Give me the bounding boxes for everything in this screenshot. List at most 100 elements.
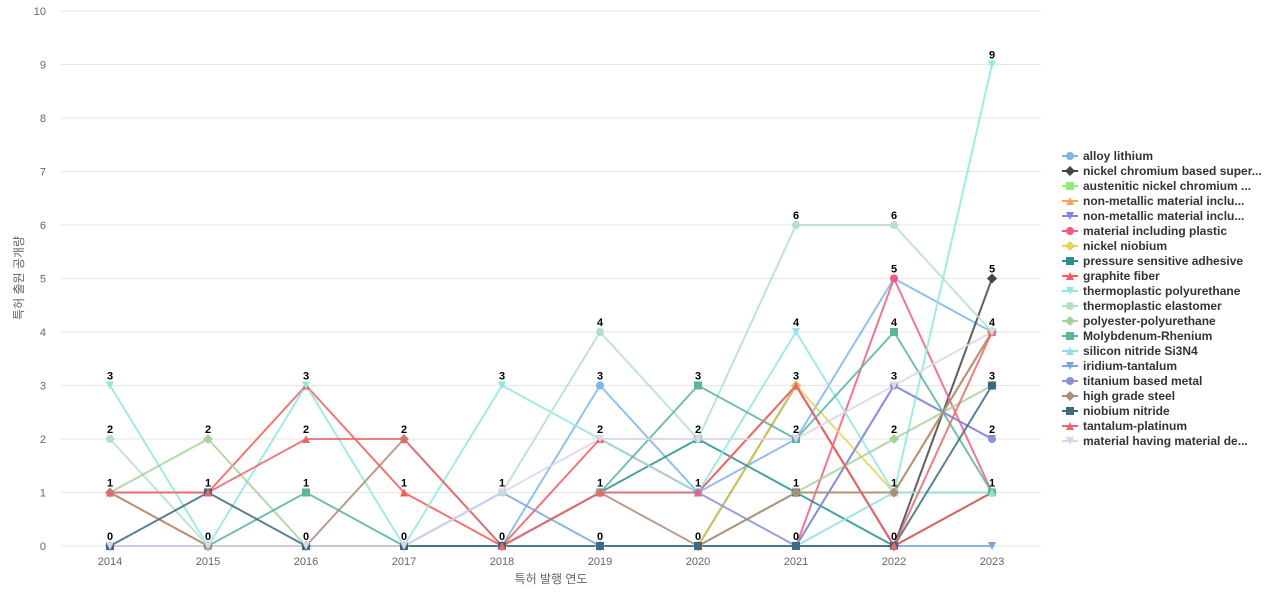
legend-item[interactable]: alloy lithium [1062, 149, 1153, 163]
data-point [204, 488, 212, 497]
data-label: 4 [891, 317, 898, 329]
data-point [791, 487, 801, 498]
legend-label: thermoplastic elastomer [1083, 299, 1222, 313]
legend-item[interactable]: thermoplastic elastomer [1062, 299, 1222, 313]
legend-item[interactable]: non-metallic material inclu... [1062, 209, 1244, 223]
legend-item[interactable]: pressure sensitive adhesive [1062, 254, 1243, 268]
data-label: 0 [597, 531, 603, 543]
legend-label: thermoplastic polyurethane [1083, 284, 1241, 298]
data-point [596, 542, 604, 550]
data-label: 3 [597, 371, 603, 383]
legend-item[interactable]: silicon nitride Si3N4 [1062, 344, 1198, 358]
data-point [988, 60, 996, 69]
legend-label: non-metallic material inclu... [1083, 194, 1244, 208]
legend-item[interactable]: niobium nitride [1062, 404, 1170, 418]
data-point [988, 488, 996, 497]
y-axis-ticks: 0 1 2 3 4 5 6 7 8 9 10 [34, 6, 46, 553]
y-tick-label: 0 [40, 541, 46, 553]
y-tick-label: 9 [40, 60, 46, 72]
data-point [302, 381, 310, 390]
legend-item[interactable]: material having material de... [1062, 434, 1248, 448]
data-label: 6 [891, 210, 897, 222]
legend-item[interactable]: graphite fiber [1062, 269, 1160, 283]
data-point [498, 488, 506, 497]
data-label: 1 [989, 478, 995, 490]
data-point [1066, 227, 1074, 235]
legend-item[interactable]: austenitic nickel chromium ... [1062, 179, 1251, 193]
x-tick-label: 2017 [392, 556, 416, 568]
data-point [106, 435, 114, 443]
data-point [792, 221, 800, 229]
legend-item[interactable]: Molybdenum-Rhenium [1062, 329, 1212, 343]
data-point [106, 542, 114, 550]
y-tick-label: 3 [40, 381, 46, 393]
data-point [596, 488, 604, 497]
data-label: 1 [891, 478, 897, 490]
legend-item[interactable]: thermoplastic polyurethane [1062, 284, 1241, 298]
legend-item[interactable]: material including plastic [1062, 224, 1227, 238]
data-point [1066, 407, 1074, 415]
data-label: 1 [107, 478, 113, 490]
x-tick-label: 2019 [588, 556, 612, 568]
data-point [988, 435, 996, 443]
data-point [1066, 182, 1074, 190]
data-point [1066, 377, 1074, 385]
legend-label: Molybdenum-Rhenium [1083, 329, 1212, 343]
data-point [1066, 257, 1074, 265]
data-label: 5 [989, 264, 995, 276]
y-tick-label: 7 [40, 167, 46, 179]
data-label: 0 [107, 531, 113, 543]
legend-label: nickel chromium based super... [1083, 164, 1262, 178]
legend-item[interactable]: high grade steel [1062, 389, 1175, 403]
data-label: 4 [793, 317, 800, 329]
series-markers [105, 60, 997, 551]
legend-item[interactable]: nickel chromium based super... [1062, 164, 1262, 178]
data-point [1065, 316, 1075, 326]
x-tick-label: 2015 [196, 556, 220, 568]
data-point [204, 542, 212, 550]
data-point [1066, 332, 1074, 340]
legend-label: silicon nitride Si3N4 [1083, 344, 1198, 358]
data-label: 1 [205, 478, 211, 490]
data-label: 0 [891, 531, 897, 543]
data-point [106, 381, 114, 390]
legend-label: high grade steel [1083, 389, 1175, 403]
data-point [1066, 197, 1074, 205]
y-tick-label: 10 [34, 6, 46, 18]
legend-item[interactable]: polyester-polyurethane [1062, 314, 1216, 328]
legend-item[interactable]: titanium based metal [1062, 374, 1202, 388]
data-label: 3 [891, 371, 897, 383]
legend-item[interactable]: iridium-tantalum [1062, 359, 1177, 373]
data-point [1066, 347, 1074, 355]
data-point [1066, 302, 1074, 310]
data-label: 2 [891, 424, 897, 436]
x-tick-label: 2020 [686, 556, 710, 568]
data-label: 0 [695, 531, 701, 543]
data-point [988, 328, 996, 336]
legend-item[interactable]: non-metallic material inclu... [1062, 194, 1244, 208]
data-point [1066, 422, 1074, 430]
data-label: 3 [989, 371, 995, 383]
x-tick-label: 2022 [882, 556, 906, 568]
legend-label: austenitic nickel chromium ... [1083, 179, 1251, 193]
data-label: 1 [499, 478, 505, 490]
series-lines [109, 64, 993, 547]
legend-label: nickel niobium [1083, 239, 1167, 253]
data-label: 3 [303, 371, 309, 383]
data-label: 0 [205, 531, 211, 543]
data-point [596, 435, 604, 443]
legend-item[interactable]: tantalum-platinum [1062, 419, 1187, 433]
data-point [498, 381, 506, 390]
data-point [400, 542, 408, 550]
data-point [596, 381, 604, 390]
y-tick-label: 5 [40, 274, 46, 286]
x-axis-title: 특허 발행 연도 [515, 571, 588, 586]
data-point [889, 434, 899, 444]
data-label: 3 [695, 371, 701, 383]
legend-label: titanium based metal [1083, 374, 1202, 388]
legend-item[interactable]: nickel niobium [1062, 239, 1167, 253]
legend-label: tantalum-platinum [1083, 419, 1187, 433]
data-point [792, 542, 800, 550]
legend-label: material having material de... [1083, 434, 1248, 448]
